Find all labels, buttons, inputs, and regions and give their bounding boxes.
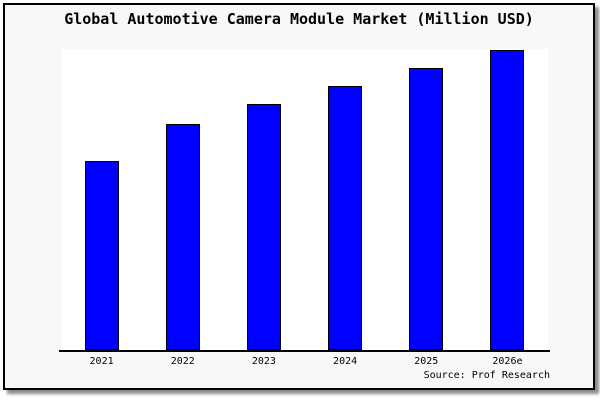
bar-slot-2025 <box>386 49 467 350</box>
x-tick-label-2024: 2024 <box>333 356 358 367</box>
bar-slot-2022 <box>142 49 223 350</box>
bar-2024 <box>328 85 363 350</box>
x-tick-label-2023: 2023 <box>251 356 276 367</box>
chart-title: Global Automotive Camera Module Market (… <box>64 10 534 28</box>
bar-2025 <box>409 67 444 350</box>
bar-slot-2023 <box>223 49 304 350</box>
x-tick-label-2022: 2022 <box>170 356 195 367</box>
bar-slot-2021 <box>61 49 142 350</box>
bar-2026e <box>490 49 525 350</box>
chart-frame: Global Automotive Camera Module Market (… <box>3 3 595 390</box>
x-tick-label-2021: 2021 <box>89 356 114 367</box>
x-tick-label-2026e: 2026e <box>492 356 523 367</box>
bar-2022 <box>165 123 200 350</box>
bar-2023 <box>246 104 281 350</box>
plot-area <box>61 49 548 350</box>
bar-slot-2026e <box>467 49 548 350</box>
x-tick-label-2025: 2025 <box>414 356 439 367</box>
bar-slot-2024 <box>305 49 386 350</box>
bar-2021 <box>84 160 119 350</box>
x-axis-labels: 2021 2022 2023 2024 2025 2026e <box>61 355 548 369</box>
source-note: Source: Prof Research <box>423 370 550 381</box>
bars <box>61 49 548 350</box>
x-axis-line <box>59 350 550 352</box>
